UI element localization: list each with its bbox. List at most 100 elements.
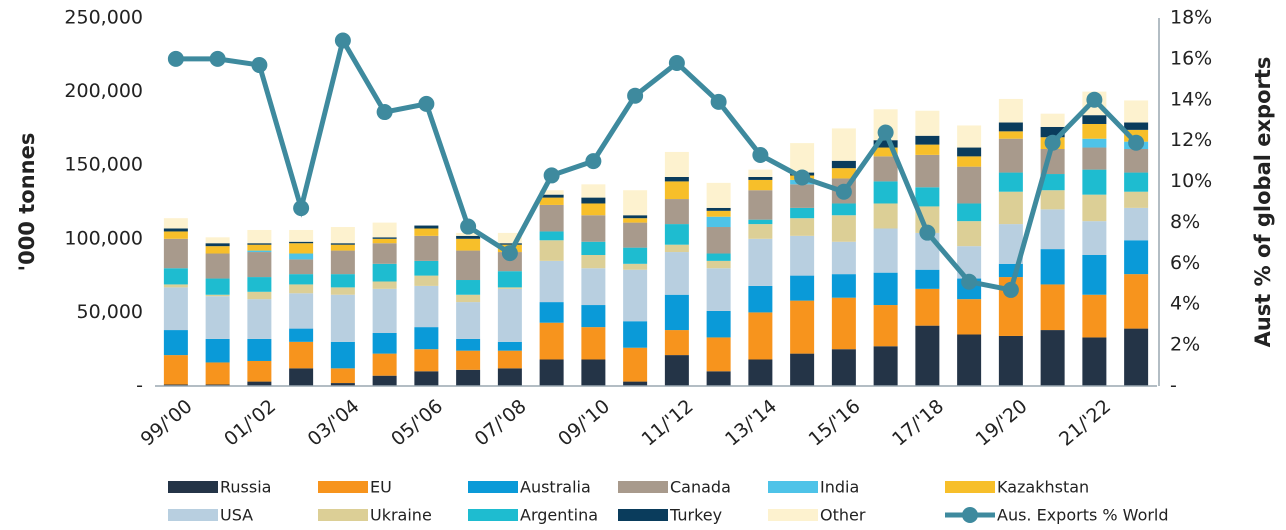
bar-segment xyxy=(289,229,314,242)
bar-segment xyxy=(664,244,689,253)
legend-label: Other xyxy=(820,506,866,525)
bar-segment xyxy=(205,278,230,295)
bar-segment xyxy=(915,269,940,289)
bar-segment xyxy=(873,203,898,229)
bar-segment xyxy=(372,243,397,264)
bar-segment xyxy=(539,190,564,195)
bar-segment xyxy=(706,182,731,208)
x-tick-label: 21/'22 xyxy=(1055,395,1115,450)
bar-segment xyxy=(623,269,648,322)
bar-segment xyxy=(581,241,606,255)
bar-segment xyxy=(706,371,731,386)
bar-segment xyxy=(372,263,397,282)
bar-segment xyxy=(205,296,230,339)
bar-segment xyxy=(456,280,481,295)
bar-segment xyxy=(1124,191,1149,208)
bar-segment xyxy=(539,322,564,360)
bar-segment xyxy=(748,176,773,180)
y-tick-label: 150,000 xyxy=(64,154,143,176)
bar-segment xyxy=(456,338,481,351)
bar-segment xyxy=(790,218,815,236)
line-marker xyxy=(794,169,811,186)
bar-segment xyxy=(664,176,689,182)
bar-segment xyxy=(163,228,188,232)
line-marker xyxy=(334,32,351,49)
bar-segment xyxy=(1082,138,1107,148)
bar-segment xyxy=(289,328,314,342)
bar-segment xyxy=(664,355,689,386)
bar-segment xyxy=(1040,209,1065,250)
bar-segment xyxy=(372,237,397,239)
bar-segment xyxy=(372,281,397,289)
bar-segment xyxy=(1040,126,1065,138)
bar-segment xyxy=(414,225,439,229)
bar-segment xyxy=(873,346,898,386)
bar-segment xyxy=(623,190,648,216)
bar-segment xyxy=(706,268,731,311)
bar-segment xyxy=(1124,274,1149,329)
legend-label: Turkey xyxy=(669,506,722,525)
bar-segment xyxy=(915,144,940,155)
bar-segment xyxy=(998,138,1023,173)
bar-segment xyxy=(1082,115,1107,124)
bar-segment xyxy=(831,349,856,386)
bar-segment xyxy=(831,128,856,161)
bar-segment xyxy=(664,199,689,225)
bar-segment xyxy=(330,341,355,369)
legend-swatch xyxy=(318,481,368,493)
bar-segment xyxy=(1124,240,1149,275)
y2-tick-label: 6% xyxy=(1170,252,1200,274)
legend-swatch xyxy=(168,509,218,521)
bar-segment xyxy=(414,327,439,350)
bar-segment xyxy=(539,260,564,303)
bar-segment xyxy=(790,184,815,208)
legend-label: Ukraine xyxy=(370,506,432,525)
bar-segment xyxy=(623,218,648,223)
bar-segment xyxy=(539,197,564,205)
bar-segment xyxy=(957,221,982,247)
bar-segment xyxy=(289,341,314,369)
bar-segment xyxy=(873,305,898,347)
bar-segment xyxy=(205,362,230,385)
bar-segment xyxy=(1082,337,1107,386)
bar-segment xyxy=(247,250,272,253)
bar-segment xyxy=(414,228,439,236)
bar-segment xyxy=(873,156,898,182)
bar-segment xyxy=(497,341,522,351)
y2-tick-label: 12% xyxy=(1170,129,1212,151)
bar-segment xyxy=(1040,113,1065,127)
bar-segment xyxy=(748,169,773,177)
bar-segment xyxy=(1082,169,1107,195)
legend-swatch xyxy=(768,481,818,493)
bar-segment xyxy=(539,359,564,386)
bar-segment xyxy=(790,143,815,173)
x-tick-label: 17/'18 xyxy=(888,395,948,450)
bar-segment xyxy=(289,253,314,260)
bar-segment xyxy=(664,294,689,331)
bar-segment xyxy=(748,179,773,191)
bar-segment xyxy=(957,203,982,222)
line-marker xyxy=(710,93,727,110)
legend-label: Argentina xyxy=(520,506,598,525)
bar-segment xyxy=(330,274,355,288)
bar-segment xyxy=(456,350,481,370)
bar-segment xyxy=(414,371,439,386)
bar-segment xyxy=(289,293,314,329)
legend-swatch xyxy=(468,481,518,493)
bar-segment xyxy=(623,215,648,219)
bar-segment xyxy=(247,229,272,244)
line-marker xyxy=(543,167,560,184)
bar-segment xyxy=(539,240,564,261)
y2-tick-label: 8% xyxy=(1170,211,1200,233)
bar-segment xyxy=(330,368,355,384)
bar-segment xyxy=(831,297,856,350)
x-tick-label: 19/'20 xyxy=(972,395,1032,450)
y2-tick-label: 2% xyxy=(1170,334,1200,356)
bar-segment xyxy=(330,243,355,245)
x-tick-label: 01/'02 xyxy=(220,395,280,450)
bar-segment xyxy=(873,272,898,306)
bar-segment xyxy=(998,122,1023,132)
bar-segment xyxy=(581,254,606,269)
line-marker xyxy=(668,54,685,71)
line-marker xyxy=(919,224,936,241)
